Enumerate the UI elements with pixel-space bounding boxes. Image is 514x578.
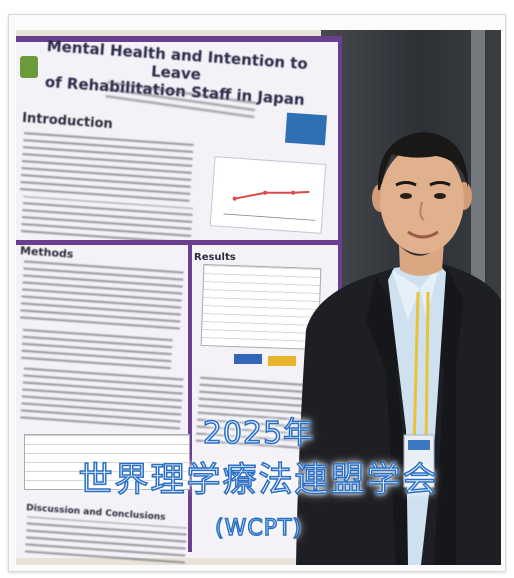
background-light	[471, 30, 485, 290]
caption-abbreviation: (WCPT)	[214, 515, 302, 542]
photo: Mental Health and Intention to Leave of …	[16, 30, 501, 565]
poster-column-divider	[188, 242, 192, 552]
poster-divider	[16, 240, 338, 245]
presenter-person	[296, 132, 501, 565]
poster-section-results: Results	[194, 252, 236, 263]
poster-line-chart	[209, 156, 327, 234]
poster-logo-icon	[20, 56, 38, 78]
research-poster: Mental Health and Intention to Leave of …	[16, 36, 342, 564]
caption-year: 2025年	[202, 415, 315, 452]
caption-title: 世界理学療法連盟学会	[78, 459, 439, 501]
poster-bar-blue	[234, 354, 262, 364]
poster-bar-yellow	[268, 356, 296, 366]
poster-table-2	[24, 434, 190, 490]
